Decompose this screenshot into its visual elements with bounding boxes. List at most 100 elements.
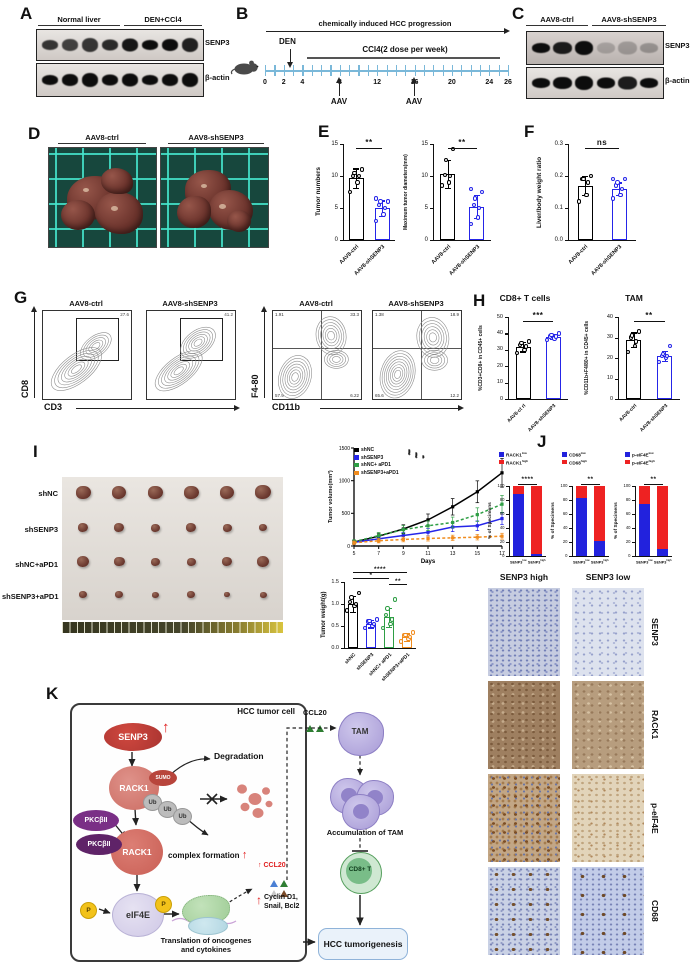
sig-text: ** <box>418 455 424 458</box>
y-axis <box>433 144 435 240</box>
y-tick-label: 80 <box>499 497 505 502</box>
week-label: 12 <box>373 79 382 86</box>
flow-title: AAV8-shSENP3 <box>162 299 218 308</box>
quadrant-line <box>273 347 361 349</box>
blot-band <box>141 75 159 85</box>
y-axis-label: Tumor weight(g) <box>321 591 327 639</box>
tumor <box>186 557 196 566</box>
y-tick-label: 80 <box>562 497 568 502</box>
triangle-icon <box>306 725 314 732</box>
ccl4-label: CCl4(2 dose per week) <box>362 45 448 54</box>
y-tick-label: 0.1 <box>554 204 563 211</box>
data-point <box>584 193 589 198</box>
x-category-label: SENP3high <box>590 558 609 564</box>
tumor <box>112 486 126 499</box>
data-point <box>477 205 482 211</box>
x-axis <box>433 240 491 242</box>
y-tick <box>340 648 344 650</box>
sig-line <box>353 578 389 580</box>
error-cap <box>353 168 359 170</box>
legend-label: RACK1high <box>506 458 529 466</box>
ribosome-small-subunit <box>188 917 228 935</box>
band-label: β-actin <box>665 76 690 85</box>
tumor <box>115 591 123 599</box>
y-tick <box>506 500 509 501</box>
y-axis-label: % of Specimens <box>551 502 556 540</box>
panel-label-j: J <box>537 432 547 451</box>
phospho-node: P <box>155 896 172 913</box>
axis-label-cd11b: CD11b <box>272 402 301 412</box>
y-tick <box>504 382 508 384</box>
tumor <box>114 523 124 532</box>
legend-label: p-eIF4Ehigh <box>632 458 655 466</box>
data-point <box>378 199 383 204</box>
data-point <box>519 341 524 346</box>
data-point <box>448 173 453 179</box>
stack-segment-high <box>512 486 524 495</box>
timeline-tick <box>339 65 341 76</box>
x-category-label: SENP3high <box>653 558 672 564</box>
bar <box>626 339 641 399</box>
y-tick-label: 0.0 <box>554 236 563 243</box>
y-tick <box>504 349 508 351</box>
y-tick-label: 40 <box>496 329 503 336</box>
quadrant-line <box>321 311 323 399</box>
data-point <box>374 196 379 201</box>
tumor-row-label: shNC <box>38 489 58 498</box>
error-bar <box>356 168 358 188</box>
cyclin-label: Cyclin D1, <box>264 894 298 901</box>
y-tick <box>569 528 572 529</box>
aav-arrow-week8 <box>335 77 342 96</box>
data-point <box>349 595 354 600</box>
y-axis-label: Liver/body weight ratio <box>536 156 543 228</box>
timeline-tick <box>461 65 463 76</box>
week-label: 2 <box>281 79 286 86</box>
y-axis-label: %CD11b+F4/80+ in CD45+ cells <box>584 320 590 396</box>
y-axis <box>508 317 510 399</box>
x-category-label: AAV8-ctrl <box>567 244 590 266</box>
x-category-label: AAV8-shSENP3 <box>638 403 669 434</box>
data-point <box>629 333 635 338</box>
svg-text:9: 9 <box>402 551 405 557</box>
senp3-node: SENP3 <box>104 723 162 751</box>
stack-segment-high <box>638 486 650 504</box>
timeline-tick <box>470 65 472 76</box>
y-tick <box>632 542 635 543</box>
quadrant-value: 1.38 <box>375 312 384 317</box>
cytokine-triangles <box>270 874 290 892</box>
sig-text: * <box>369 572 373 579</box>
blot-band <box>181 38 199 52</box>
sig-line <box>353 572 407 574</box>
y-tick-label: 50 <box>496 313 503 320</box>
blot-band <box>161 39 179 51</box>
x-axis <box>568 240 636 242</box>
stack-segment-low <box>575 497 587 556</box>
chart-tumor-volume: 0 500 1000 1500 5 7 9 11 13 15 17 Days Tumor volume(… <box>328 444 510 566</box>
degradation-label: Degradation <box>214 751 264 761</box>
gate-percentage: 41.2 <box>224 312 233 317</box>
data-point <box>348 189 353 195</box>
sig-line <box>389 584 407 586</box>
schematic-arrows <box>98 725 368 946</box>
blot-band <box>181 73 199 87</box>
y-tick-label: 0 <box>609 395 613 402</box>
data-point <box>352 170 357 175</box>
y-tick-label: 0.2 <box>554 172 563 179</box>
error-cap <box>582 176 588 178</box>
flow-title: AAV8-shSENP3 <box>388 299 444 308</box>
chart-tumor-weight: 0.0 0.5 1.0 1.5 shNC shSENP3 shNC+ aPD1 shSENP3… <box>320 566 420 683</box>
y-tick <box>614 337 618 339</box>
group-label: Normal liver <box>38 15 120 26</box>
y-tick-label: 0 <box>334 236 338 243</box>
bar <box>383 617 395 648</box>
sig-line <box>518 484 537 486</box>
sig-line <box>581 484 600 486</box>
data-point <box>468 221 473 227</box>
y-tick <box>614 317 618 319</box>
y-tick <box>569 486 572 487</box>
x-axis <box>343 240 395 242</box>
week-label: 24 <box>485 79 494 86</box>
chart-max-tumor-diameters: 0 5 10 15 AAV8-ctrl AAV8-shSENP3 ** Maximum tum… <box>403 130 495 277</box>
y-tick <box>340 604 344 606</box>
timeline-title: chemically induced HCC progression <box>318 19 452 28</box>
